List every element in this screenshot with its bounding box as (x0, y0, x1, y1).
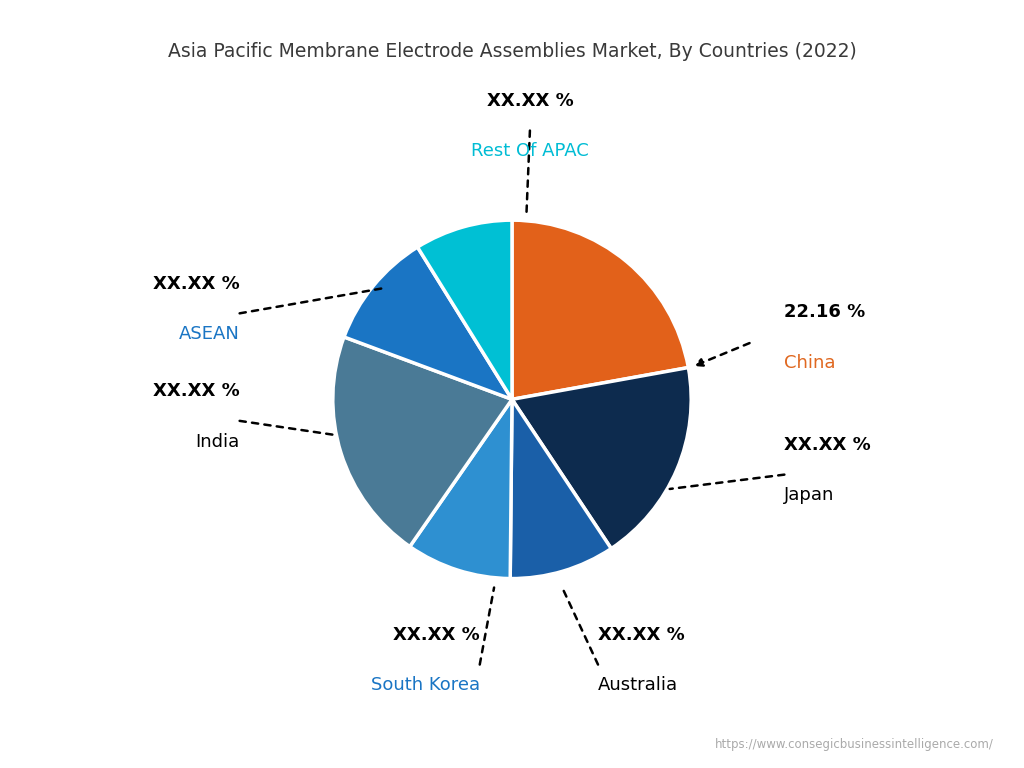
Text: XX.XX %: XX.XX % (784, 436, 871, 454)
Text: China: China (784, 354, 836, 372)
Wedge shape (344, 247, 512, 399)
Text: XX.XX %: XX.XX % (598, 626, 685, 644)
Text: 22.16 %: 22.16 % (784, 303, 865, 322)
Text: XX.XX %: XX.XX % (393, 626, 479, 644)
Wedge shape (512, 220, 688, 399)
Text: Asia Pacific Membrane Electrode Assemblies Market, By Countries (2022): Asia Pacific Membrane Electrode Assembli… (168, 42, 856, 61)
Text: India: India (196, 432, 240, 451)
Text: Rest Of APAC: Rest Of APAC (471, 142, 589, 161)
Text: ASEAN: ASEAN (179, 325, 240, 343)
Wedge shape (418, 220, 512, 399)
Text: XX.XX %: XX.XX % (486, 92, 573, 110)
Wedge shape (510, 399, 611, 578)
Text: South Korea: South Korea (371, 677, 479, 694)
Wedge shape (410, 399, 512, 578)
Text: Japan: Japan (784, 486, 835, 505)
Wedge shape (512, 368, 691, 548)
Text: XX.XX %: XX.XX % (153, 382, 240, 400)
Wedge shape (333, 337, 512, 547)
Text: Australia: Australia (598, 677, 678, 694)
Text: XX.XX %: XX.XX % (153, 275, 240, 293)
Text: https://www.consegicbusinessintelligence.com/: https://www.consegicbusinessintelligence… (715, 738, 993, 751)
